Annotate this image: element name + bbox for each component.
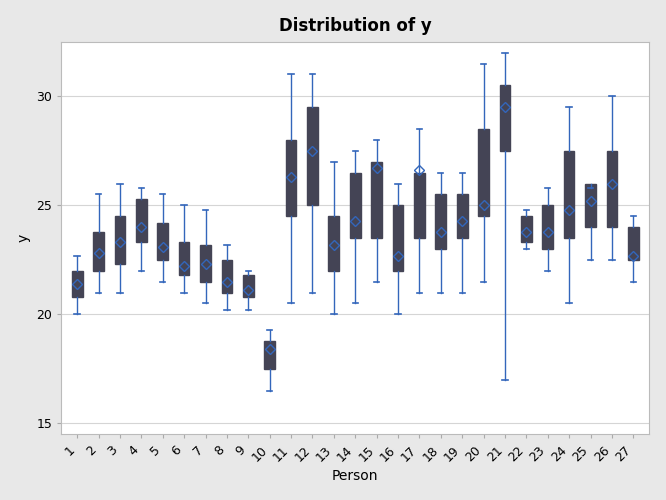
PathPatch shape [564, 151, 575, 238]
PathPatch shape [393, 206, 404, 271]
PathPatch shape [286, 140, 296, 216]
PathPatch shape [542, 206, 553, 249]
PathPatch shape [178, 242, 189, 275]
PathPatch shape [307, 107, 318, 206]
PathPatch shape [500, 86, 510, 151]
PathPatch shape [93, 232, 104, 271]
PathPatch shape [607, 151, 617, 227]
PathPatch shape [115, 216, 125, 264]
PathPatch shape [222, 260, 232, 292]
Title: Distribution of y: Distribution of y [279, 16, 432, 34]
PathPatch shape [328, 216, 339, 271]
PathPatch shape [371, 162, 382, 238]
Y-axis label: y: y [17, 234, 31, 242]
PathPatch shape [200, 244, 211, 282]
PathPatch shape [157, 223, 168, 260]
X-axis label: Person: Person [332, 470, 378, 484]
PathPatch shape [350, 172, 360, 238]
PathPatch shape [243, 275, 254, 297]
PathPatch shape [136, 199, 147, 242]
PathPatch shape [72, 271, 83, 297]
PathPatch shape [628, 227, 639, 260]
PathPatch shape [521, 216, 531, 242]
PathPatch shape [585, 184, 596, 227]
PathPatch shape [436, 194, 446, 249]
PathPatch shape [457, 194, 468, 238]
PathPatch shape [414, 172, 425, 238]
PathPatch shape [478, 129, 489, 216]
PathPatch shape [264, 340, 275, 369]
